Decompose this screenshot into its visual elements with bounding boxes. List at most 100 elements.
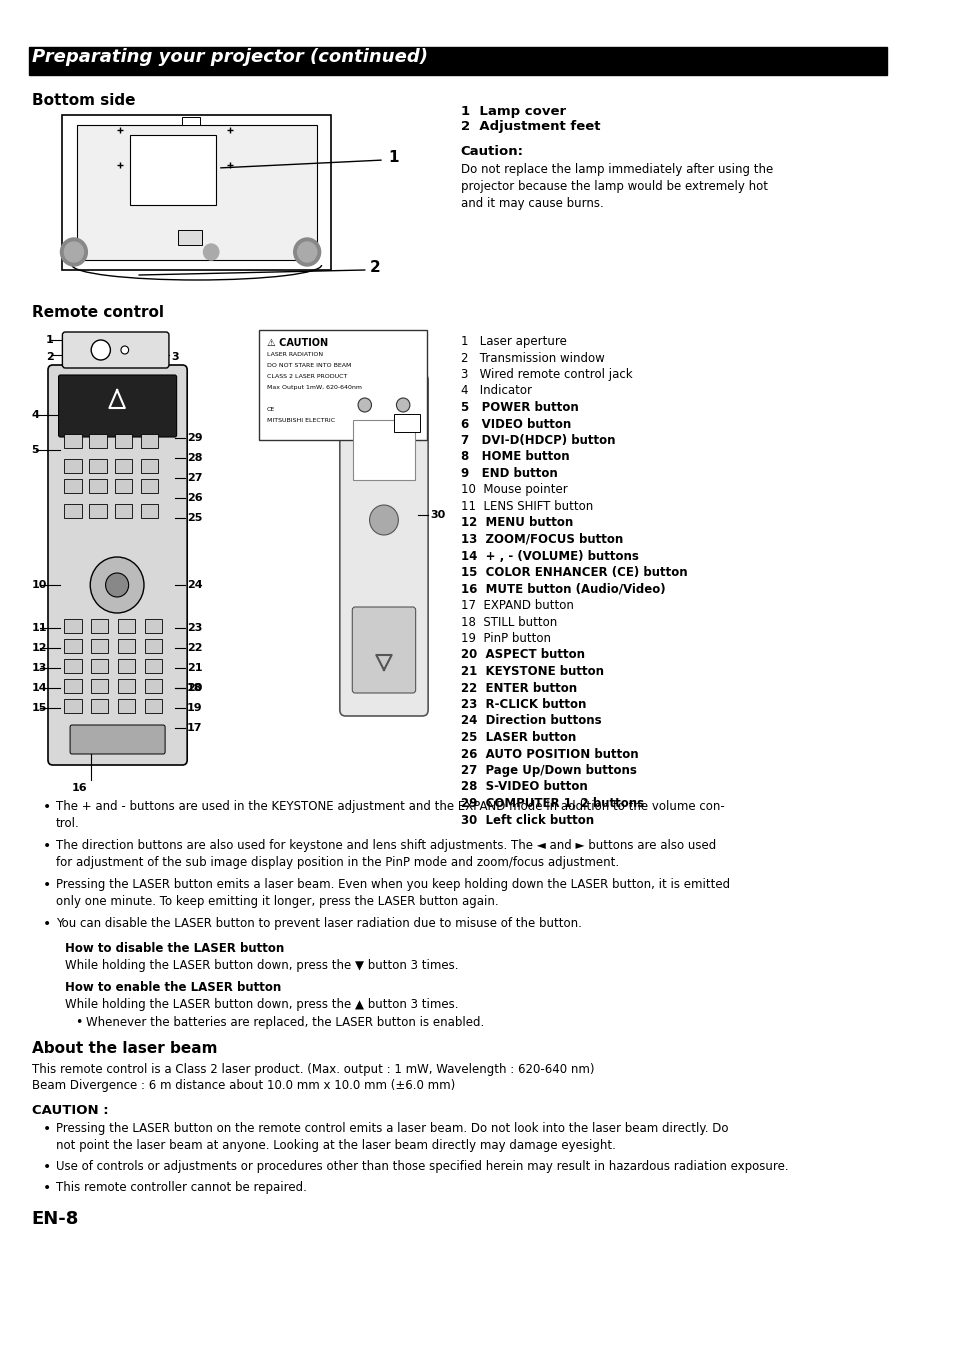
Text: This remote control is a Class 2 laser product. (Max. output : 1 mW, Wavelength : This remote control is a Class 2 laser p… bbox=[31, 1063, 594, 1075]
Text: 3   Wired remote control jack: 3 Wired remote control jack bbox=[460, 367, 632, 381]
Text: ⚠ CAUTION: ⚠ CAUTION bbox=[267, 338, 328, 349]
Bar bbox=[90, 504, 107, 517]
Text: 29  COMPUTER 1, 2 buttons: 29 COMPUTER 1, 2 buttons bbox=[460, 797, 643, 811]
Bar bbox=[177, 230, 201, 245]
Text: 7   DVI-D(HDCP) button: 7 DVI-D(HDCP) button bbox=[460, 434, 615, 447]
Text: 16  MUTE button (Audio/Video): 16 MUTE button (Audio/Video) bbox=[460, 582, 664, 596]
Text: Pressing the LASER button emits a laser beam. Even when you keep holding down th: Pressing the LASER button emits a laser … bbox=[55, 878, 729, 908]
Text: About the laser beam: About the laser beam bbox=[31, 1042, 217, 1056]
Bar bbox=[64, 434, 82, 449]
Text: EN-8: EN-8 bbox=[31, 1210, 79, 1228]
Text: 4   Indicator: 4 Indicator bbox=[460, 385, 531, 397]
Text: 19  PinP button: 19 PinP button bbox=[460, 632, 550, 644]
Circle shape bbox=[369, 505, 398, 535]
Bar bbox=[91, 680, 109, 693]
Text: DO NOT STARE INTO BEAM: DO NOT STARE INTO BEAM bbox=[267, 363, 351, 367]
Text: 3: 3 bbox=[171, 353, 178, 362]
Text: 30: 30 bbox=[430, 509, 445, 520]
Bar bbox=[115, 434, 132, 449]
Bar bbox=[62, 115, 331, 270]
Text: Max Output 1mW, 620-640nm: Max Output 1mW, 620-640nm bbox=[267, 385, 361, 390]
Text: 18  STILL button: 18 STILL button bbox=[460, 616, 557, 628]
Text: 4: 4 bbox=[31, 409, 39, 420]
Text: How to disable the LASER button: How to disable the LASER button bbox=[65, 942, 284, 955]
Bar bbox=[145, 619, 162, 634]
FancyBboxPatch shape bbox=[70, 725, 165, 754]
Text: 10  Mouse pointer: 10 Mouse pointer bbox=[460, 484, 567, 497]
Text: 2: 2 bbox=[369, 261, 380, 276]
Text: You can disable the LASER button to prevent laser radiation due to misuse of the: You can disable the LASER button to prev… bbox=[55, 917, 581, 929]
Bar bbox=[64, 680, 82, 693]
Bar bbox=[90, 480, 107, 493]
Text: 9   END button: 9 END button bbox=[460, 467, 557, 480]
Text: Pressing the LASER button on the remote control emits a laser beam. Do not look : Pressing the LASER button on the remote … bbox=[55, 1121, 727, 1152]
Text: •: • bbox=[43, 878, 51, 892]
Text: LASER RADIATION: LASER RADIATION bbox=[267, 353, 323, 357]
Text: 19: 19 bbox=[187, 703, 203, 713]
Text: 14  + , - (VOLUME) buttons: 14 + , - (VOLUME) buttons bbox=[460, 550, 638, 562]
Text: 14: 14 bbox=[31, 684, 48, 693]
Circle shape bbox=[357, 399, 371, 412]
Text: 29: 29 bbox=[187, 434, 203, 443]
Text: 10: 10 bbox=[31, 580, 47, 590]
Circle shape bbox=[91, 340, 111, 359]
Bar bbox=[115, 480, 132, 493]
Text: 16: 16 bbox=[71, 784, 88, 793]
Text: •: • bbox=[43, 800, 51, 815]
Text: Bottom side: Bottom side bbox=[31, 93, 135, 108]
Text: 28: 28 bbox=[187, 453, 202, 463]
Bar bbox=[118, 698, 135, 713]
Text: 18: 18 bbox=[187, 684, 202, 693]
Text: 27: 27 bbox=[187, 473, 202, 484]
Text: •: • bbox=[43, 1121, 51, 1136]
Text: Whenever the batteries are replaced, the LASER button is enabled.: Whenever the batteries are replaced, the… bbox=[87, 1016, 484, 1029]
FancyBboxPatch shape bbox=[62, 332, 169, 367]
Bar bbox=[91, 659, 109, 673]
Text: 12: 12 bbox=[31, 643, 47, 653]
Text: •: • bbox=[43, 1161, 51, 1174]
Text: 20  ASPECT button: 20 ASPECT button bbox=[460, 648, 584, 662]
FancyBboxPatch shape bbox=[58, 376, 176, 436]
Bar bbox=[141, 459, 158, 473]
Text: Use of controls or adjustments or procedures other than those specified herein m: Use of controls or adjustments or proced… bbox=[55, 1161, 787, 1173]
Text: 11  LENS SHIFT button: 11 LENS SHIFT button bbox=[460, 500, 593, 513]
FancyBboxPatch shape bbox=[352, 607, 416, 693]
Text: •: • bbox=[43, 839, 51, 852]
Text: 5   POWER button: 5 POWER button bbox=[460, 401, 578, 413]
Text: 21: 21 bbox=[187, 663, 202, 673]
Text: 2   Transmission window: 2 Transmission window bbox=[460, 351, 604, 365]
Text: 26  AUTO POSITION button: 26 AUTO POSITION button bbox=[460, 747, 638, 761]
Text: This remote controller cannot be repaired.: This remote controller cannot be repaire… bbox=[55, 1181, 306, 1194]
Text: •: • bbox=[74, 1016, 82, 1029]
Text: 24  Direction buttons: 24 Direction buttons bbox=[460, 715, 600, 727]
Text: CLASS 2 LASER PRODUCT: CLASS 2 LASER PRODUCT bbox=[267, 374, 347, 380]
Bar bbox=[91, 698, 109, 713]
Bar bbox=[118, 659, 135, 673]
Bar bbox=[91, 619, 109, 634]
Text: Remote control: Remote control bbox=[31, 305, 164, 320]
Text: 15: 15 bbox=[31, 703, 47, 713]
Bar bbox=[76, 126, 316, 259]
Circle shape bbox=[396, 399, 410, 412]
Bar bbox=[118, 619, 135, 634]
Bar bbox=[29, 47, 886, 76]
Text: Preparating your projector (continued): Preparating your projector (continued) bbox=[31, 49, 427, 66]
Text: 11: 11 bbox=[31, 623, 47, 634]
Text: The direction buttons are also used for keystone and lens shift adjustments. The: The direction buttons are also used for … bbox=[55, 839, 715, 869]
Circle shape bbox=[106, 573, 129, 597]
Bar bbox=[118, 680, 135, 693]
Bar bbox=[64, 459, 82, 473]
Bar bbox=[182, 118, 199, 126]
Bar bbox=[90, 434, 107, 449]
Bar bbox=[141, 504, 158, 517]
Bar bbox=[141, 480, 158, 493]
Text: The + and - buttons are used in the KEYSTONE adjustment and the EXPAND mode in a: The + and - buttons are used in the KEYS… bbox=[55, 800, 723, 830]
Text: While holding the LASER button down, press the ▲ button 3 times.: While holding the LASER button down, pre… bbox=[65, 998, 458, 1011]
Bar bbox=[259, 330, 427, 440]
Text: 24: 24 bbox=[187, 580, 203, 590]
Circle shape bbox=[60, 238, 88, 266]
Text: CE: CE bbox=[267, 407, 274, 412]
Bar bbox=[64, 698, 82, 713]
Text: While holding the LASER button down, press the ▼ button 3 times.: While holding the LASER button down, pre… bbox=[65, 959, 458, 971]
Text: CAUTION :: CAUTION : bbox=[31, 1104, 109, 1117]
